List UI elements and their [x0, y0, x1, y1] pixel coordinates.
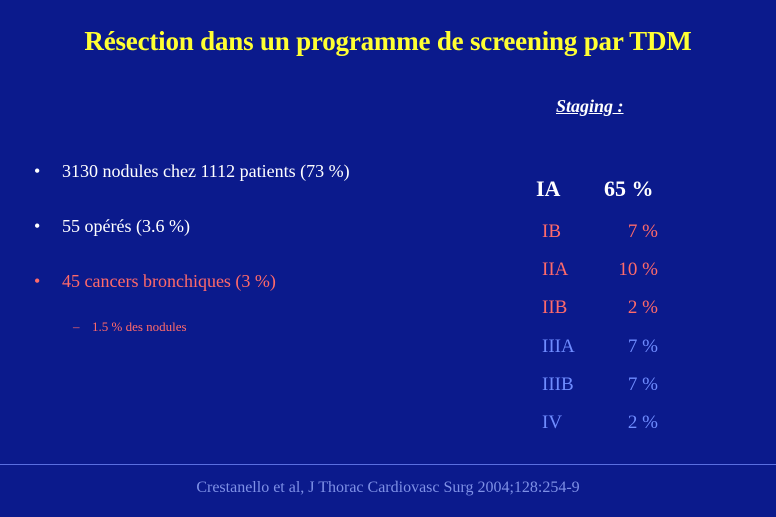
- bullet-text: 45 cancers bronchiques (3 %): [62, 271, 276, 291]
- stage-name: IB: [542, 221, 561, 242]
- stage-percent: 2 %: [627, 412, 658, 433]
- stage-percent: 10 %: [618, 259, 658, 280]
- sub-bullet-nodules: –1.5 % des nodules: [73, 319, 187, 335]
- stage-name: IIIA: [542, 336, 575, 357]
- staging-row-iia: IIA 10 %: [542, 259, 662, 281]
- stage-name: IV: [542, 412, 563, 433]
- bullet-marker: •: [34, 216, 41, 236]
- stage-percent: 2 %: [627, 297, 658, 318]
- stage-percent: 65 %: [604, 176, 654, 201]
- bullet-operated: • 55 opérés (3.6 %): [34, 216, 190, 237]
- slide-title: Résection dans un programme de screening…: [84, 26, 692, 56]
- bullet-cancers: • 45 cancers bronchiques (3 %): [34, 271, 276, 292]
- stage-percent: 7 %: [627, 221, 658, 242]
- stage-name: IIB: [542, 297, 568, 318]
- staging-row-ib: IB 7 %: [542, 221, 662, 243]
- staging-row-iib: IIB 2 %: [542, 297, 662, 319]
- bullet-text: 3130 nodules chez 1112 patients (73 %): [62, 161, 350, 181]
- staging-row-ia: IA 65 %: [536, 176, 654, 202]
- stage-name: IIA: [542, 259, 569, 280]
- footer-divider: [0, 464, 776, 465]
- staging-row-iiia: IIIA 7 %: [542, 336, 662, 358]
- staging-row-iv: IV 2 %: [542, 412, 662, 434]
- sub-bullet-text: 1.5 % des nodules: [92, 319, 187, 334]
- bullet-marker: •: [34, 161, 41, 181]
- bullet-text: 55 opérés (3.6 %): [62, 216, 190, 236]
- bullet-nodules: • 3130 nodules chez 1112 patients (73 %): [34, 161, 350, 182]
- stage-name: IIIB: [542, 374, 574, 395]
- staging-heading: Staging :: [556, 96, 624, 116]
- bullet-marker: •: [34, 271, 41, 291]
- sub-bullet-marker: –: [73, 319, 80, 334]
- citation: Crestanello et al, J Thorac Cardiovasc S…: [196, 479, 580, 496]
- staging-row-iiib: IIIB 7 %: [542, 374, 662, 396]
- stage-name: IA: [536, 176, 561, 201]
- stage-percent: 7 %: [627, 336, 658, 357]
- stage-percent: 7 %: [627, 374, 658, 395]
